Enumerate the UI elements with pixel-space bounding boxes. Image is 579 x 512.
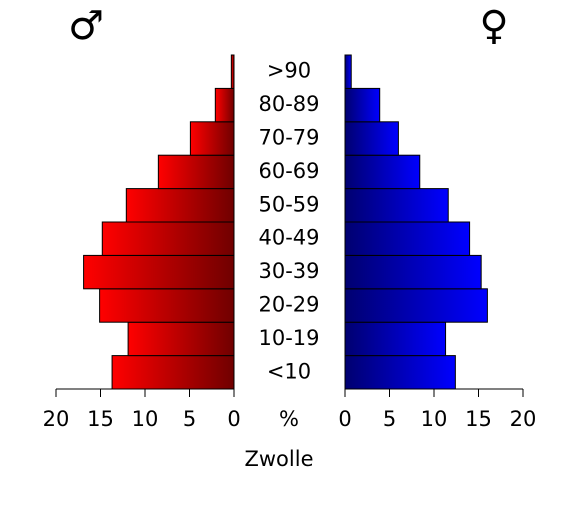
bar (83, 254, 235, 290)
x-tick-label: 15 (465, 407, 492, 431)
x-tick-label: 20 (510, 407, 537, 431)
bar (344, 188, 449, 223)
category-label: >90 (267, 59, 311, 83)
category-label: 20-29 (258, 293, 319, 317)
category-label: 60-69 (258, 159, 319, 183)
x-tick-label: 5 (183, 407, 196, 431)
category-label: 50-59 (258, 192, 319, 216)
x-tick-label: 20 (43, 407, 70, 431)
x-tick-label: 5 (383, 407, 396, 431)
category-label: 80-89 (258, 92, 319, 116)
bar (344, 221, 471, 256)
category-label: 10-19 (258, 326, 319, 350)
x-tick-label: 0 (227, 407, 240, 431)
x-tick-label: 10 (132, 407, 159, 431)
bar (189, 121, 235, 156)
bar (344, 355, 456, 390)
x-tick-label: 10 (421, 407, 448, 431)
legend-symbol: ♀ (479, 3, 508, 49)
category-label: 40-49 (258, 226, 319, 250)
legend-symbol: ♂ (68, 3, 104, 49)
x-tick-label: 15 (87, 407, 114, 431)
x-tick-label: 0 (338, 407, 351, 431)
category-label: <10 (267, 359, 311, 383)
axis-label: % (279, 407, 299, 431)
bar (344, 54, 352, 89)
category-label: 30-39 (258, 259, 319, 283)
bar (99, 288, 235, 323)
bar (344, 154, 421, 190)
chart-title: Zwolle (245, 447, 314, 471)
bar (344, 254, 482, 290)
bar (101, 221, 235, 256)
bar (344, 288, 488, 323)
category-label: 70-79 (258, 126, 319, 150)
bar (344, 321, 447, 357)
bar (111, 355, 235, 390)
bar (344, 121, 399, 156)
bar (214, 87, 235, 123)
bar (125, 188, 235, 223)
bar (230, 54, 235, 89)
bar (344, 87, 381, 123)
bar (127, 321, 235, 357)
bar (157, 154, 235, 190)
